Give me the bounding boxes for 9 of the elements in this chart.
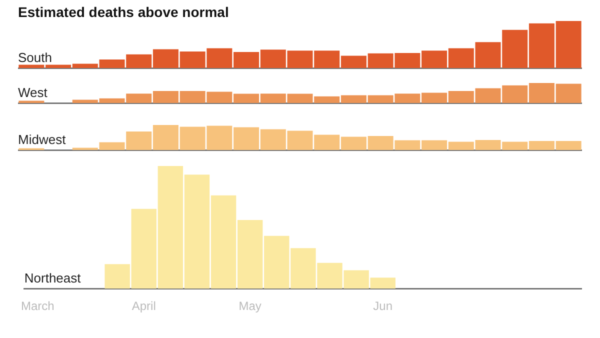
- series-label: Midwest: [18, 132, 66, 148]
- x-tick-label: April: [132, 299, 156, 314]
- series-label: West: [18, 85, 48, 100]
- series-label: South: [18, 50, 52, 66]
- series-label: Northeast: [24, 270, 82, 286]
- chart-title: Estimated deaths above normal: [18, 4, 229, 20]
- x-tick-label: March: [21, 299, 54, 314]
- x-tick-label: May: [238, 299, 262, 314]
- x-tick-label: Jun: [373, 299, 393, 314]
